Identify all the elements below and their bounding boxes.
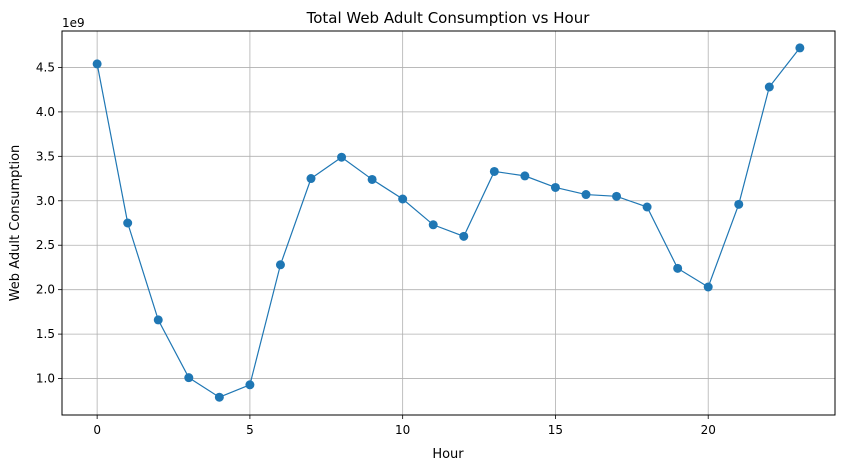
data-point: [123, 218, 133, 228]
data-point: [673, 263, 683, 273]
data-point: [337, 152, 347, 162]
data-point: [612, 191, 622, 201]
chart-title: Total Web Adult Consumption vs Hour: [306, 9, 591, 27]
data-point: [367, 174, 377, 184]
data-point: [795, 43, 805, 53]
y-tick-label: 3.0: [36, 194, 55, 208]
y-tick-label: 1.5: [36, 327, 55, 341]
series-line: [96, 47, 801, 398]
x-tick-label: 0: [93, 423, 101, 437]
y-tick-label: 4.0: [36, 105, 55, 119]
x-axis-label: Hour: [432, 447, 464, 462]
data-point: [550, 182, 560, 192]
data-point: [764, 82, 774, 92]
y-tick-label: 1.0: [36, 372, 55, 386]
axis-ticks: 0 5 10 15 20 1.0 1.5 2.0 2.5 3.0 3.5 4.0 4.5: [36, 60, 716, 437]
y-tick-label: 4.5: [36, 60, 55, 74]
data-point: [214, 392, 224, 402]
x-tick-label: 20: [701, 423, 716, 437]
data-point: [275, 260, 285, 270]
data-point: [398, 194, 408, 204]
x-tick-label: 5: [246, 423, 254, 437]
data-point: [581, 190, 591, 200]
data-point: [92, 59, 102, 69]
x-tick-label: 15: [548, 423, 563, 437]
data-point: [306, 174, 316, 184]
data-point: [642, 202, 652, 212]
data-point: [153, 315, 163, 325]
data-points: [92, 43, 805, 402]
y-tick-label: 3.5: [36, 149, 55, 163]
y-tick-label: 2.0: [36, 283, 55, 297]
data-point: [734, 199, 744, 209]
data-point: [184, 373, 194, 383]
y-tick-label: 2.5: [36, 238, 55, 252]
y-axis-label: Web Adult Consumption: [8, 145, 23, 302]
data-point: [459, 231, 469, 241]
data-point: [520, 171, 530, 181]
x-tick-label: 10: [395, 423, 410, 437]
data-point: [703, 282, 713, 292]
data-point: [428, 220, 438, 230]
data-point: [245, 380, 255, 390]
y-offset-label: 1e9: [62, 16, 85, 30]
data-point: [489, 166, 499, 176]
plot-frame: [61, 30, 836, 416]
